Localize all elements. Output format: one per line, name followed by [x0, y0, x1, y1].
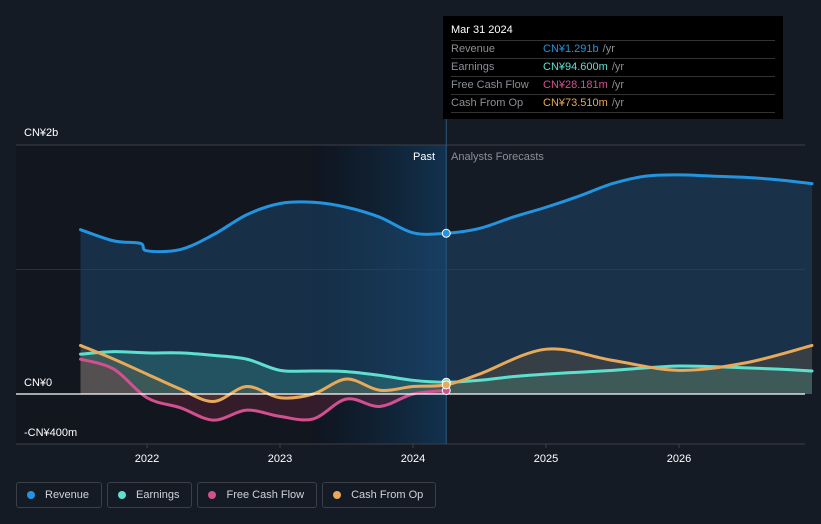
- forecast-label: Analysts Forecasts: [451, 151, 544, 163]
- legend-dot-icon: [333, 491, 342, 499]
- legend-dot-icon: [118, 491, 127, 499]
- tooltip-label: Cash From Op: [451, 97, 524, 109]
- tooltip-unit: /yr: [611, 79, 625, 91]
- tooltip-label: Revenue: [451, 43, 496, 55]
- legend-item-cash-from-op[interactable]: Cash From Op: [322, 482, 437, 508]
- legend-label: Free Cash Flow: [226, 489, 305, 501]
- x-tick-label: 2025: [534, 453, 558, 465]
- tooltip-row-cash-from-op: Cash From Op CN¥73.510m /yr: [451, 95, 775, 113]
- x-tick-label: 2023: [268, 453, 292, 465]
- tooltip-value: CN¥73.510m: [543, 97, 608, 109]
- marker-revenue: [441, 228, 451, 238]
- tooltip-value: CN¥1.291b: [543, 43, 599, 55]
- tooltip-unit: /yr: [611, 97, 625, 109]
- y-axis: CN¥2b CN¥0 -CN¥400m: [24, 127, 77, 439]
- legend: Revenue Earnings Free Cash Flow Cash Fro…: [16, 482, 437, 508]
- tooltip-unit: /yr: [611, 61, 625, 73]
- x-tick-label: 2024: [401, 453, 425, 465]
- tooltip-label: Free Cash Flow: [451, 79, 529, 91]
- line-cash-from-op: [79, 343, 814, 403]
- legend-dot-icon: [208, 491, 217, 499]
- y-tick-label: CN¥0: [24, 377, 52, 389]
- tooltip-label: Earnings: [451, 61, 495, 73]
- legend-item-free-cash-flow[interactable]: Free Cash Flow: [197, 482, 318, 508]
- y-tick-label: CN¥2b: [24, 127, 58, 139]
- tooltip-value: CN¥28.181m: [543, 79, 608, 91]
- x-tick-label: 2022: [135, 453, 159, 465]
- legend-item-earnings[interactable]: Earnings: [107, 482, 193, 508]
- area-revenue: [80, 174, 812, 394]
- legend-label: Revenue: [45, 489, 90, 501]
- tooltip-row-revenue: Revenue CN¥1.291b /yr: [451, 41, 775, 59]
- legend-label: Earnings: [136, 489, 180, 501]
- legend-dot-icon: [27, 491, 35, 499]
- legend-item-revenue[interactable]: Revenue: [16, 482, 103, 508]
- past-label: Past: [413, 151, 435, 163]
- tooltip-unit: /yr: [602, 43, 615, 55]
- tooltip: Mar 31 2024 Revenue CN¥1.291b /yr Earnin…: [443, 16, 783, 119]
- x-axis: 2022 2023 2024 2025 2026: [135, 444, 691, 465]
- area-earnings: [80, 351, 812, 394]
- marker-cash-from-op: [441, 380, 451, 390]
- legend-label: Cash From Op: [351, 489, 424, 501]
- tooltip-row-earnings: Earnings CN¥94.600m /yr: [451, 59, 775, 77]
- y-tick-label: -CN¥400m: [24, 427, 77, 439]
- line-revenue: [79, 173, 814, 254]
- tooltip-value: CN¥94.600m: [543, 61, 608, 73]
- tooltip-row-free-cash-flow: Free Cash Flow CN¥28.181m /yr: [451, 77, 775, 95]
- tooltip-date: Mar 31 2024: [451, 16, 775, 41]
- line-free-cash-flow: [79, 357, 448, 422]
- area-cash-from-op: [80, 345, 812, 402]
- tooltip-markers: [441, 228, 451, 395]
- x-tick-label: 2026: [667, 453, 691, 465]
